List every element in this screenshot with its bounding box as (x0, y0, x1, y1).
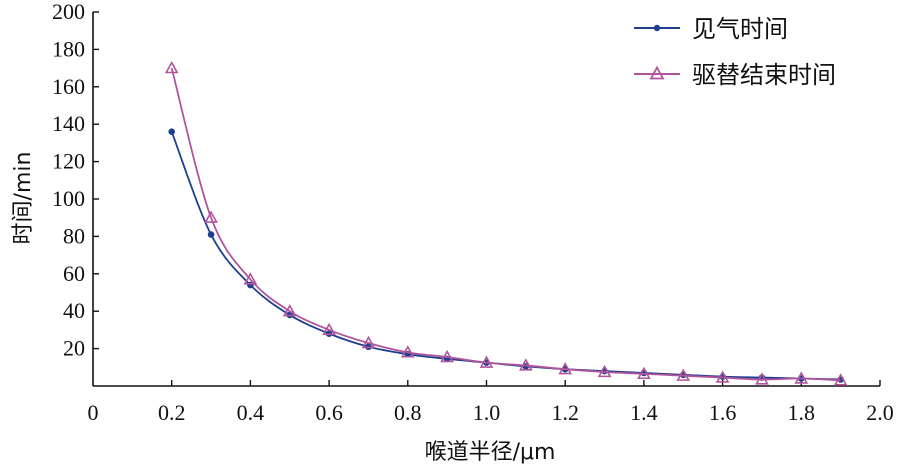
y-tick-label: 100 (52, 186, 85, 211)
legend-marker-series-1 (649, 65, 665, 80)
series-1-point (400, 345, 415, 358)
legend: 见气时间 驱替结束时间 (634, 15, 836, 89)
legend-label-series-1: 驱替结束时间 (692, 61, 836, 89)
series-1-point (282, 304, 297, 317)
series-1-point (833, 373, 848, 386)
series-1-point (440, 349, 455, 363)
series-1-point (676, 368, 691, 381)
y-tick-label: 200 (52, 0, 85, 24)
series-1-point (597, 364, 612, 378)
series-1-point (518, 358, 533, 371)
x-tick-label: 1.4 (630, 400, 658, 425)
x-tick-label: 0.6 (315, 400, 343, 425)
y-axis-title: 时间/min (11, 152, 36, 245)
x-tick-label: 1.6 (709, 400, 737, 425)
x-tick-label: 1.8 (788, 400, 816, 425)
series-1-point (243, 272, 258, 285)
series-1-line (170, 67, 841, 382)
series-1-point (715, 370, 730, 383)
series-1-point (755, 372, 769, 385)
series-1-point (794, 371, 809, 384)
x-tick-label: 2.0 (866, 400, 894, 425)
y-tick-label: 60 (63, 261, 85, 286)
series-1-point (322, 322, 336, 336)
series-0-line (170, 131, 841, 381)
series-1-point (479, 355, 494, 368)
legend-marker-series-0 (653, 24, 661, 32)
x-tick-label: 1.0 (473, 400, 501, 425)
series-0-point (207, 231, 215, 238)
series-0-point (168, 128, 175, 135)
x-tick-label: 0 (88, 400, 99, 425)
series-1-point (637, 366, 651, 380)
y-tick-label: 120 (52, 149, 85, 174)
series-1-point (361, 335, 376, 349)
y-tick-label: 40 (63, 298, 85, 323)
series-layer (164, 60, 848, 386)
y-tick-label: 80 (63, 223, 85, 248)
x-tick-label: 0.8 (394, 400, 422, 425)
x-tick-label: 1.2 (551, 400, 579, 425)
x-axis-title: 喉道半径/μm (425, 440, 556, 465)
series-1-point (204, 210, 218, 223)
y-ticks: 20 40 60 80 100 120 140 160 180 200 (52, 0, 99, 361)
x-tick-label: 0.4 (237, 400, 265, 425)
legend-label-series-0: 见气时间 (692, 15, 788, 43)
x-ticks: 0 0.2 0.4 0.6 0.8 1.0 1.2 1.4 1.6 1.8 2.0 (88, 380, 894, 425)
y-tick-label: 180 (52, 36, 85, 61)
y-tick-label: 20 (63, 336, 85, 361)
series-1-point (558, 362, 573, 375)
y-tick-label: 140 (52, 111, 85, 136)
x-tick-label: 0.2 (158, 400, 186, 425)
series-1-point (164, 60, 179, 74)
y-tick-label: 160 (52, 74, 85, 99)
